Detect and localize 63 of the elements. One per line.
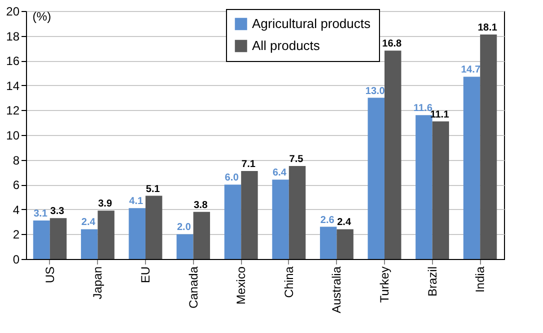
data-label: 6.4 bbox=[272, 168, 287, 179]
bar bbox=[320, 226, 337, 259]
data-label: 2.0 bbox=[176, 222, 192, 234]
bar bbox=[432, 121, 450, 259]
data-label: 11.1 bbox=[430, 109, 450, 120]
x-tick-label: China bbox=[282, 266, 296, 298]
x-tick-label: US bbox=[42, 266, 57, 284]
data-label: 2.4 bbox=[337, 217, 352, 228]
x-tick-label: EU bbox=[138, 266, 152, 284]
y-tick-label: 0 bbox=[12, 252, 20, 266]
y-tick-label: 8 bbox=[12, 153, 20, 168]
y-tick-label: 4 bbox=[12, 202, 20, 217]
bar bbox=[224, 184, 242, 259]
data-label: 2.4 bbox=[81, 217, 96, 228]
bar bbox=[384, 50, 402, 259]
legend-label: All products bbox=[252, 38, 320, 53]
bar bbox=[241, 170, 258, 259]
x-tick-label: Brazil bbox=[425, 266, 440, 297]
y-tick-label: 16 bbox=[6, 54, 20, 68]
bar bbox=[193, 212, 210, 259]
x-tick-label: Mexico bbox=[234, 266, 248, 305]
y-tick-label: 20 bbox=[6, 4, 20, 18]
data-label: 6.0 bbox=[224, 172, 240, 184]
x-tick-label: Canada bbox=[186, 266, 200, 309]
data-label: 5.1 bbox=[146, 184, 160, 195]
y-tick-label: 18 bbox=[6, 29, 20, 44]
x-tick-label: India bbox=[473, 266, 488, 293]
data-label: 4.1 bbox=[129, 196, 144, 208]
y-tick-label: 2 bbox=[12, 228, 20, 242]
y-tick-label: 10 bbox=[6, 128, 20, 142]
bar bbox=[80, 229, 98, 259]
x-tick-label: Australia bbox=[330, 266, 344, 314]
bar bbox=[480, 34, 497, 259]
bar bbox=[50, 218, 67, 259]
data-label: 14.7 bbox=[461, 64, 481, 76]
bar bbox=[146, 196, 162, 259]
data-label: 7.1 bbox=[242, 158, 256, 170]
data-label: 3.8 bbox=[194, 200, 208, 211]
x-tick-label: Japan bbox=[90, 266, 105, 300]
bar bbox=[33, 220, 50, 259]
bar bbox=[272, 180, 289, 259]
bar bbox=[368, 98, 384, 259]
bar bbox=[336, 229, 354, 259]
legend-label: Agricultural products bbox=[252, 16, 371, 31]
bar bbox=[463, 76, 480, 259]
data-label: 13.0 bbox=[365, 86, 386, 97]
data-label: 7.5 bbox=[289, 154, 304, 165]
data-label: 3.1 bbox=[34, 208, 48, 220]
bar bbox=[416, 115, 432, 259]
y-tick-label: 6 bbox=[12, 178, 20, 192]
bar bbox=[288, 166, 306, 259]
x-tick-label: Turkey bbox=[378, 266, 392, 303]
data-label: 2.6 bbox=[320, 214, 335, 226]
data-label: 18.1 bbox=[478, 22, 498, 34]
data-label: 3.9 bbox=[98, 198, 112, 210]
data-label: 16.8 bbox=[382, 38, 402, 50]
data-label: 3.3 bbox=[50, 206, 65, 218]
bar bbox=[128, 208, 146, 259]
bar bbox=[176, 234, 194, 259]
y-tick-label: 14 bbox=[6, 78, 20, 93]
y-tick-label: 12 bbox=[6, 104, 20, 118]
bar bbox=[98, 210, 114, 259]
y-axis-title: (%) bbox=[32, 10, 52, 24]
